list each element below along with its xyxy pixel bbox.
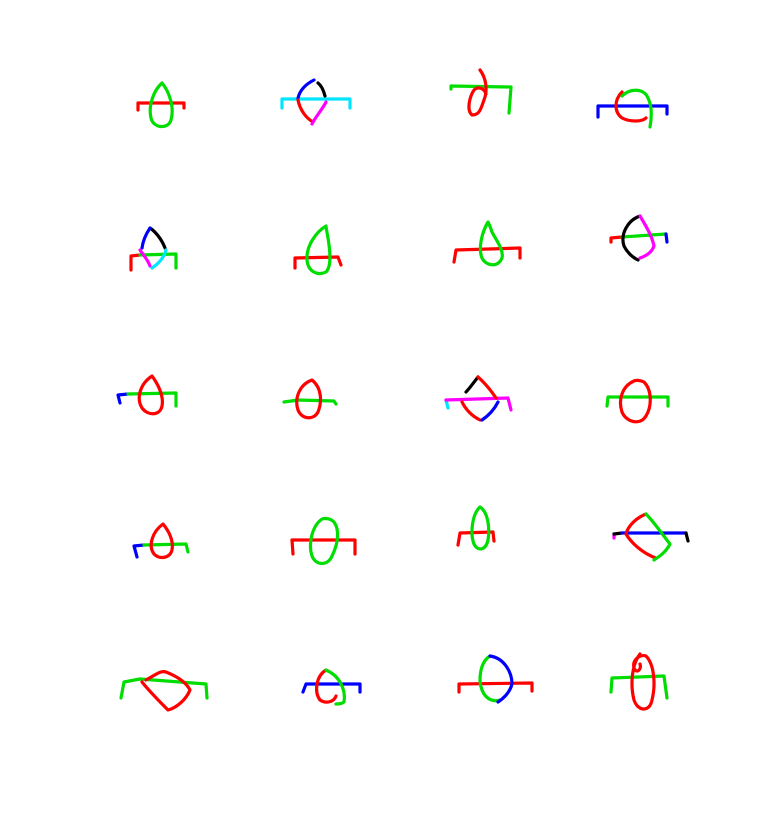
sketch-stroke [609,235,624,244]
sketch-stroke [614,90,648,123]
sketch-glyph [293,224,343,276]
sketch-stroke [305,224,332,276]
sketch-glyph [290,516,357,566]
sketch-glyph [116,374,178,416]
sketch-glyph [449,68,513,117]
sketch-stroke [464,375,480,394]
sketch-stroke [138,248,152,268]
sketch-stroke [638,214,656,260]
sketch-glyph [129,226,178,272]
sketch-glyph [280,78,352,126]
sketch-stroke [310,100,328,126]
sketch-stroke [116,392,130,405]
sketch-stroke [452,246,522,264]
sketch-stroke [295,378,323,420]
sketch-stroke [449,84,513,115]
sketch-stroke [315,668,338,704]
sketch-stroke [624,512,658,560]
sketch-glyph [609,214,669,262]
sketch-stroke [478,220,504,267]
sketch-stroke [129,253,142,272]
sketch-stroke [282,398,338,406]
sketch-stroke [149,522,174,560]
sketch-stroke [137,374,164,416]
sketch-stroke [457,681,534,694]
sketch-stroke [301,682,362,694]
sketch-stroke [609,674,669,700]
sketch-stroke [308,516,340,566]
sketch-stroke [138,252,178,270]
sketch-stroke [618,378,652,424]
sketch-stroke [119,677,209,700]
sketch-stroke [136,101,186,112]
sketch-glyph [119,670,209,712]
sketch-glyph [452,220,522,267]
sketch-stroke [126,391,178,408]
sketch-stroke [644,512,672,562]
sketch-stroke [456,530,496,547]
sketch-stroke [620,232,668,239]
sketch-stroke [470,505,491,551]
sketch-glyph [444,375,513,422]
sketch-stroke [140,670,192,712]
sketch-stroke [140,226,152,250]
sketch-stroke [480,400,500,422]
sketch-stroke [132,543,146,559]
sketch-stroke [290,538,357,556]
sketch-glyph [609,652,669,711]
sketch-glyph [132,522,190,560]
sketch-stroke [620,88,653,129]
sketch-stroke [621,214,642,262]
sketch-stroke [150,248,168,270]
sketch-stroke [142,542,190,554]
sketch-stroke [605,395,670,408]
sketch-glyph [456,505,496,551]
sketch-stroke [444,396,513,412]
sketch-glyph [605,378,670,424]
sketch-stroke [296,78,316,100]
sketch-stroke [280,97,352,110]
sketch-stroke [296,98,315,124]
sketch-stroke [316,81,327,98]
sketch-stroke [467,68,488,117]
sketch-stroke [293,255,343,270]
sketch-stroke [596,104,669,119]
sketch-stroke [488,654,514,704]
sketch-stroke [478,654,502,703]
sketch-glyph [301,668,362,706]
sketch-stroke [684,531,690,543]
sketch-stroke [664,232,669,244]
sketch-glyph [457,654,534,704]
sketch-stroke [324,668,346,706]
sketch-glyph [612,512,690,562]
sketch-glyph [136,81,186,129]
sketch-stroke [148,81,174,129]
sketch-stroke [630,652,656,711]
sketch-glyph [596,88,669,129]
sketch-glyph [282,378,338,420]
sketch-stroke [148,226,167,250]
sketch-stroke [460,375,498,422]
